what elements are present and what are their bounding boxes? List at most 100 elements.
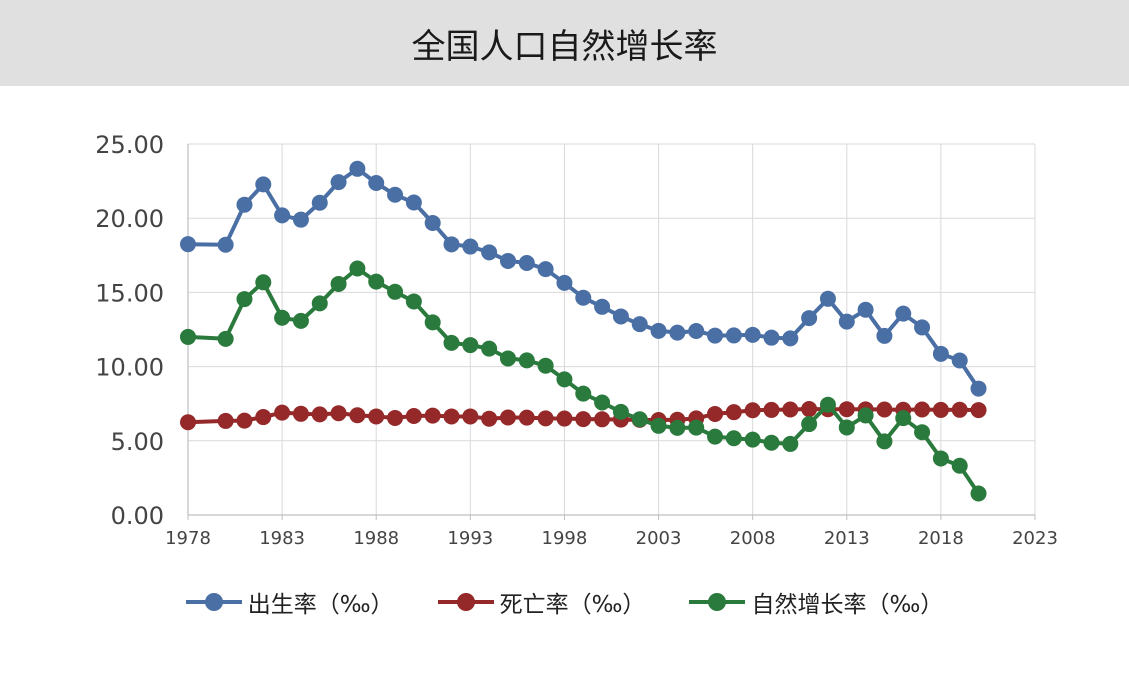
data-point <box>932 345 949 362</box>
data-point <box>556 410 573 427</box>
y-tick-label: 5.00 <box>111 428 164 456</box>
data-point <box>575 411 592 428</box>
data-point <box>443 408 460 425</box>
data-point <box>462 408 479 425</box>
data-point <box>725 430 742 447</box>
data-point <box>311 406 328 423</box>
data-point <box>349 260 366 277</box>
data-point <box>443 236 460 253</box>
data-point <box>424 314 441 331</box>
data-point <box>537 261 554 278</box>
x-tick-label: 2013 <box>824 528 870 549</box>
data-point <box>763 434 780 451</box>
data-point <box>330 405 347 422</box>
data-point <box>631 411 648 428</box>
data-point <box>180 328 196 345</box>
data-point <box>932 450 949 467</box>
data-point <box>481 244 498 261</box>
y-tick-label: 15.00 <box>95 279 164 307</box>
data-point <box>368 273 385 290</box>
title-bar: 全国人口自然增长率 <box>0 0 1129 86</box>
data-point <box>707 428 724 445</box>
series-1 <box>180 160 987 397</box>
data-point <box>763 401 780 418</box>
data-point <box>575 289 592 306</box>
legend-label: 死亡率（‰） <box>499 592 646 618</box>
legend-label: 自然增长率（‰） <box>751 592 944 618</box>
y-tick-label: 0.00 <box>111 502 164 530</box>
data-point <box>725 404 742 421</box>
data-point <box>575 385 592 402</box>
data-point <box>970 380 987 397</box>
legend-marker-icon <box>689 592 746 612</box>
data-point <box>669 419 686 436</box>
data-point <box>255 409 272 426</box>
data-point <box>499 409 516 426</box>
data-point <box>481 340 498 357</box>
data-point <box>499 252 516 269</box>
data-point <box>556 274 573 291</box>
data-point <box>876 327 893 344</box>
data-point <box>368 175 385 192</box>
data-point <box>688 419 705 436</box>
data-point <box>782 330 799 347</box>
data-point <box>387 283 404 300</box>
data-point <box>951 401 968 418</box>
data-point <box>387 409 404 426</box>
x-tick-label: 1993 <box>447 528 493 549</box>
legend: 出生率（‰） 死亡率（‰） 自然增长率（‰） <box>0 582 1129 622</box>
x-tick-label: 1983 <box>259 528 305 549</box>
data-point <box>180 414 196 431</box>
data-point <box>292 312 309 329</box>
data-point <box>612 403 629 420</box>
data-point <box>274 207 291 224</box>
data-point <box>782 401 799 418</box>
data-point <box>537 357 554 374</box>
data-point <box>744 431 761 448</box>
data-point <box>857 407 874 424</box>
data-point <box>236 291 253 308</box>
data-point <box>349 407 366 424</box>
data-point <box>405 408 422 425</box>
data-point <box>405 194 422 211</box>
data-point <box>274 309 291 326</box>
series-lines <box>180 160 987 502</box>
data-point <box>236 196 253 213</box>
legend-marker-icon <box>185 592 242 612</box>
data-point <box>292 211 309 228</box>
data-point <box>236 412 253 429</box>
x-tick-label: 2018 <box>918 528 964 549</box>
data-point <box>518 409 535 426</box>
data-point <box>217 236 234 253</box>
data-point <box>782 435 799 452</box>
chart-title: 全国人口自然增长率 <box>411 26 718 67</box>
legend-item: 死亡率（‰） <box>437 585 646 619</box>
data-point <box>537 410 554 427</box>
data-point <box>876 401 893 418</box>
data-point <box>838 313 855 330</box>
legend-item: 出生率（‰） <box>185 585 394 619</box>
data-point <box>801 401 818 418</box>
data-point <box>255 274 272 291</box>
data-point <box>876 433 893 450</box>
data-point <box>895 305 912 322</box>
data-point <box>914 319 931 336</box>
data-point <box>462 337 479 354</box>
data-point <box>744 402 761 419</box>
data-point <box>612 308 629 325</box>
data-point <box>405 293 422 310</box>
axes: 0.00 5.00 10.00 15.00 20.00 25.00 1978 1983 1988… <box>95 131 1058 549</box>
data-point <box>499 350 516 367</box>
data-point <box>970 485 987 502</box>
data-point <box>274 404 291 421</box>
data-point <box>688 322 705 339</box>
data-point <box>518 255 535 272</box>
data-point <box>970 402 987 419</box>
x-tick-label: 2003 <box>636 528 682 549</box>
data-point <box>387 186 404 203</box>
data-point <box>819 396 836 413</box>
data-point <box>669 324 686 341</box>
data-point <box>217 412 234 429</box>
data-point <box>725 327 742 344</box>
data-point <box>462 238 479 255</box>
